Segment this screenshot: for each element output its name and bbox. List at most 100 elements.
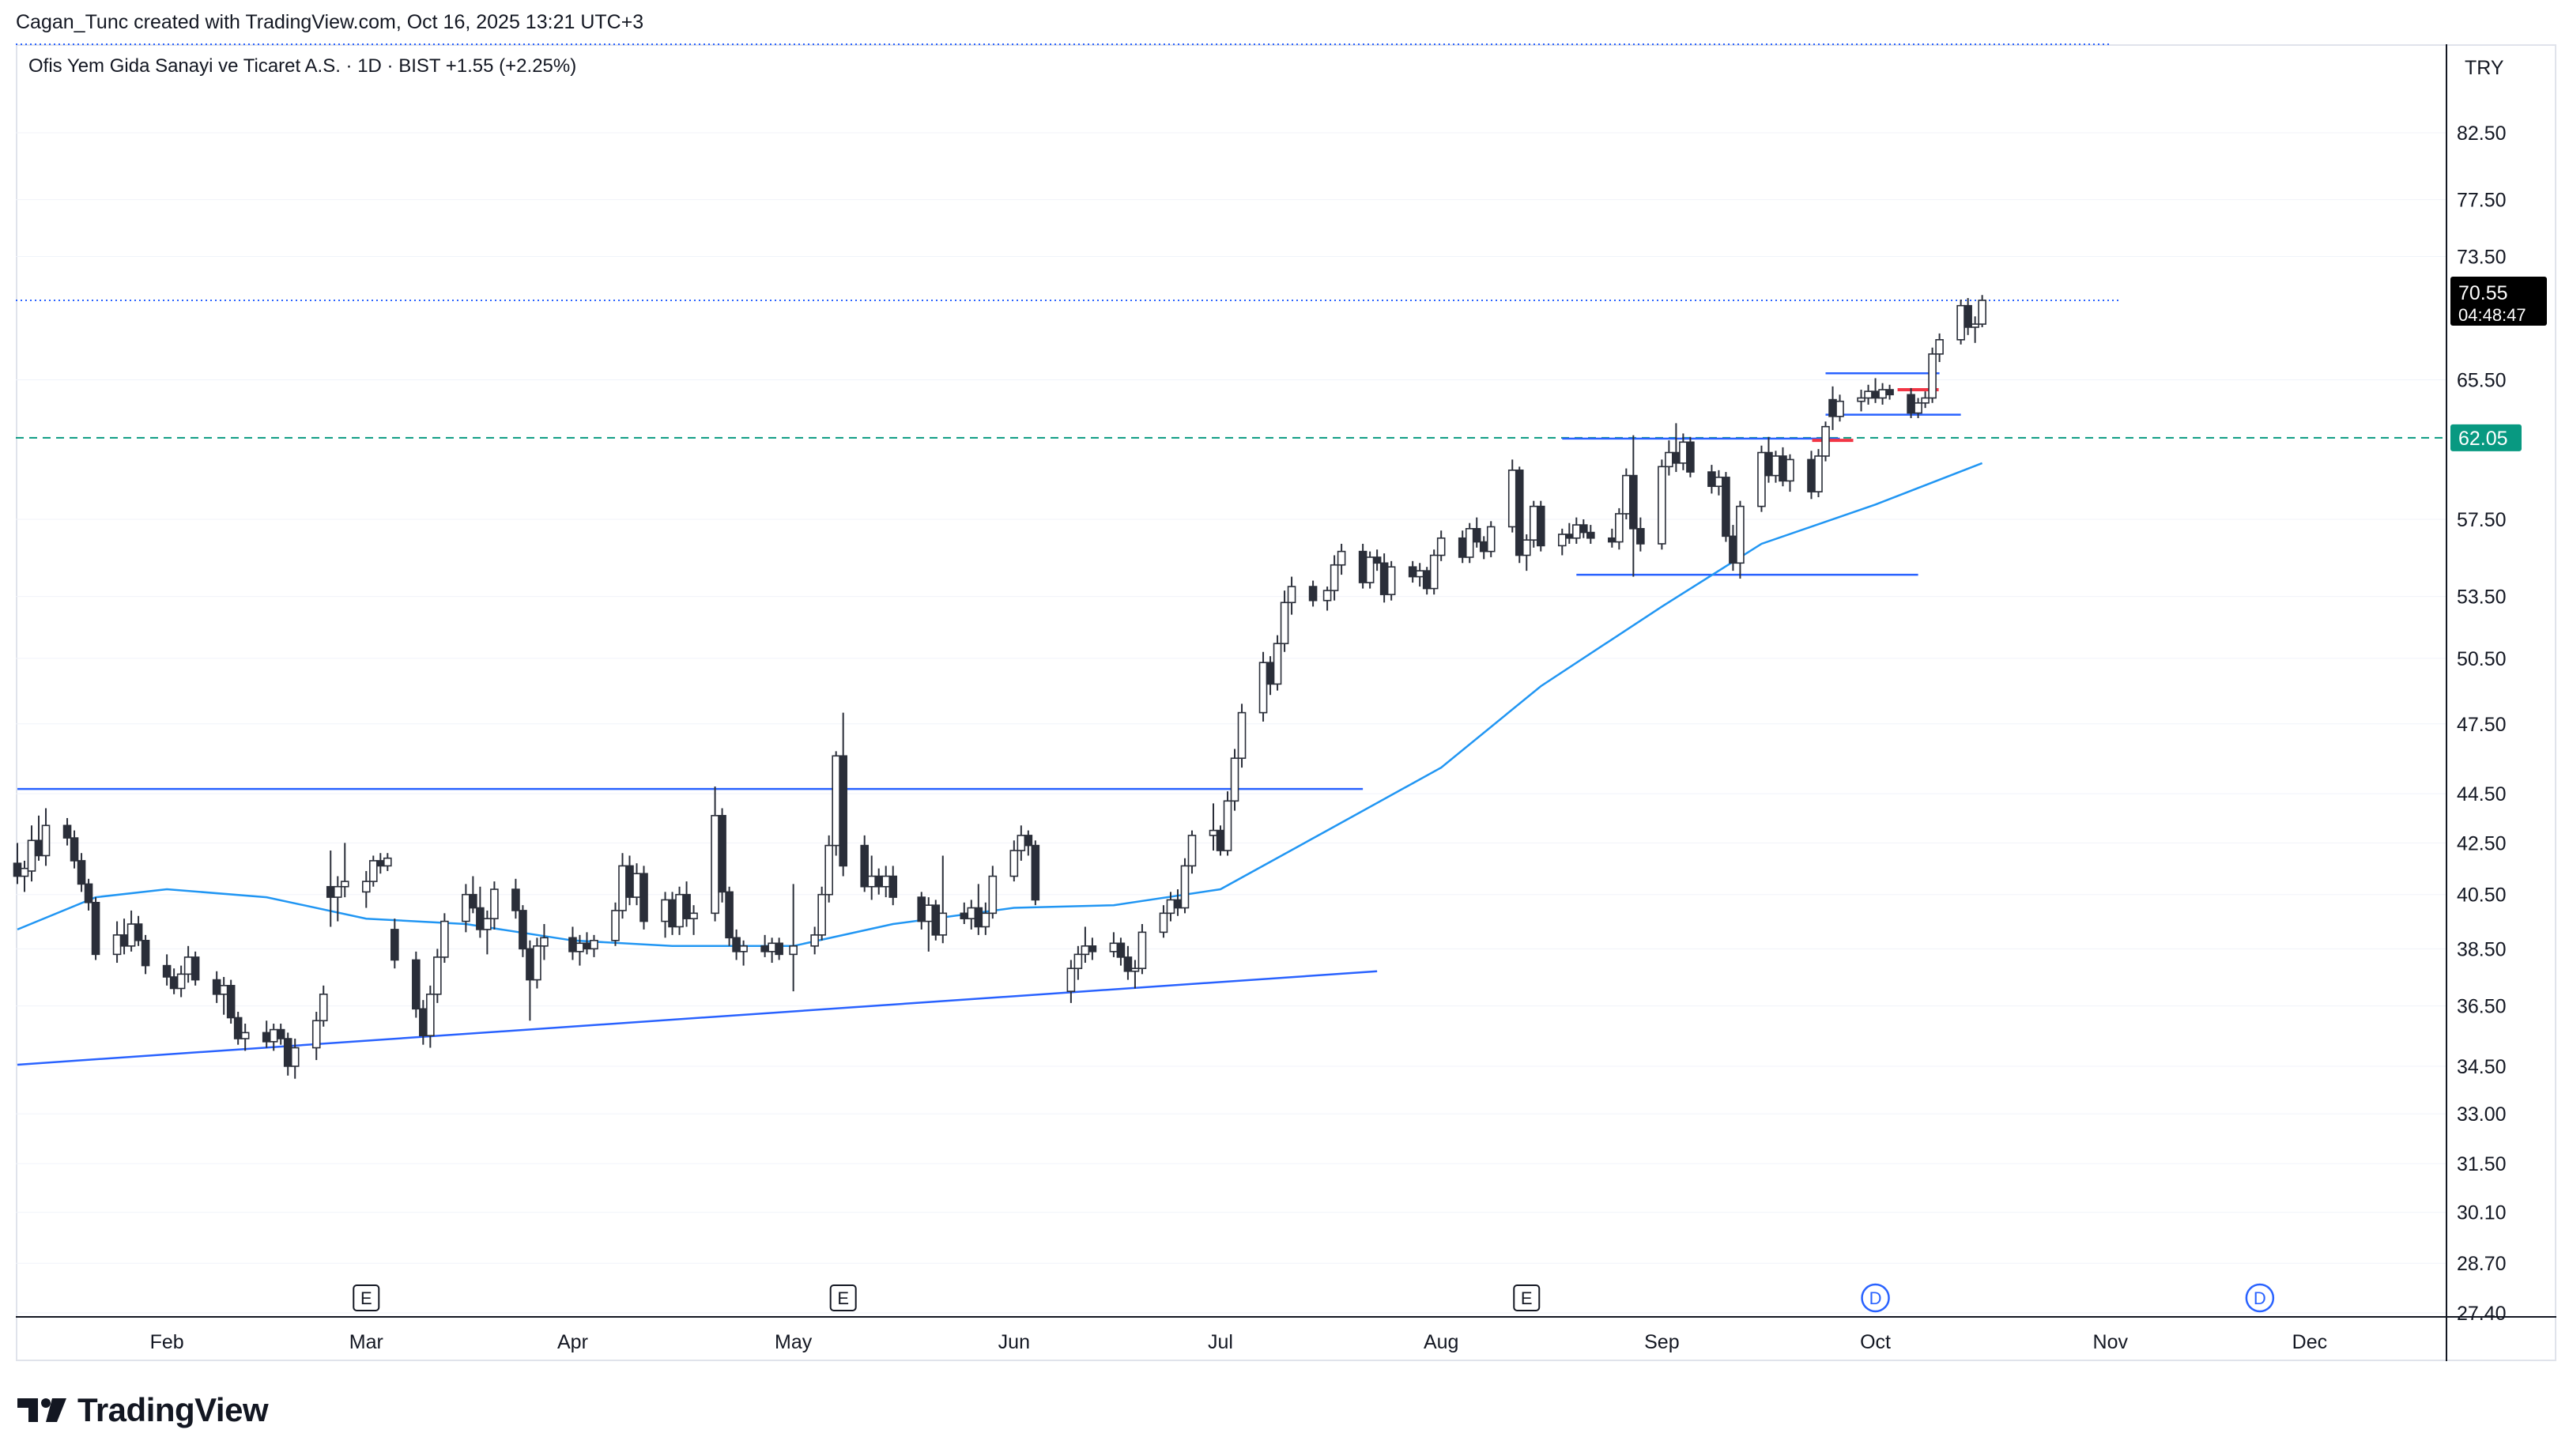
price-tick-label: 34.50 (2457, 1056, 2507, 1078)
candle-body (1821, 425, 1830, 457)
candle-body (988, 875, 998, 915)
candle (817, 886, 826, 941)
candle-body (1130, 968, 1140, 972)
candle (689, 905, 698, 935)
candle (1871, 378, 1880, 403)
candle-body (1779, 455, 1787, 482)
candle (1686, 436, 1695, 477)
candle (240, 1024, 250, 1051)
candle-body (433, 956, 442, 995)
candle-body (1408, 566, 1417, 578)
time-tick-label: Jun (998, 1331, 1030, 1353)
candle-body (1472, 528, 1481, 543)
candle (533, 937, 541, 989)
candle-body (283, 1038, 292, 1067)
candle (433, 949, 442, 1003)
candle (1209, 803, 1218, 851)
candle (1736, 500, 1745, 579)
candle (540, 924, 549, 960)
candle-body (412, 959, 421, 1010)
candle (1572, 517, 1581, 544)
candle (1130, 960, 1140, 989)
candle-body (1564, 534, 1574, 539)
candle-body (361, 881, 371, 893)
candle-body (1835, 400, 1844, 417)
candle (1885, 384, 1894, 400)
price-tick-label: 27.40 (2457, 1303, 2507, 1325)
earnings-marker: E (353, 1284, 380, 1311)
candle-body (41, 824, 51, 857)
countdown-label: 04:48:47 (2458, 305, 2526, 325)
candle (34, 815, 43, 861)
candle (1116, 937, 1126, 966)
candle-body (1665, 451, 1673, 468)
symbol-legend[interactable]: Ofis Yem Gida Sanayi ve Ticaret A.S. · 1… (28, 55, 577, 77)
candle-body (682, 893, 691, 919)
price-levels (16, 299, 2446, 439)
candle (1828, 386, 1837, 431)
earnings-marker-label: E (1521, 1288, 1533, 1308)
tradingview-logo[interactable]: TradingView (17, 1391, 269, 1429)
candle (625, 855, 634, 906)
candle (739, 940, 748, 966)
candle-body (1223, 800, 1232, 851)
candle-body (20, 867, 29, 877)
candle-body (1679, 441, 1688, 464)
earnings-marker-label: E (837, 1288, 849, 1308)
trend-line (17, 970, 1378, 1066)
candle-body (1031, 844, 1040, 901)
candle (661, 892, 670, 938)
candle (1287, 576, 1296, 615)
time-tick-label: Aug (1424, 1331, 1458, 1353)
candle (1088, 937, 1097, 960)
price-tick-label: 53.50 (2457, 587, 2507, 609)
candle-body (1622, 474, 1631, 515)
candle (219, 976, 228, 1015)
candle (960, 902, 969, 925)
candle-body (1209, 829, 1218, 836)
candle-body (1415, 570, 1424, 578)
price-scale: 82.50 77.50 73.50 65.50 57.50 53.50 50.50 47.50… (2457, 123, 2507, 1325)
candle (611, 902, 620, 946)
candle (1529, 500, 1538, 548)
candle-body (1287, 586, 1296, 604)
candle-body (632, 873, 641, 898)
candle (1429, 549, 1439, 595)
candle-body (1786, 458, 1794, 482)
candle (874, 868, 884, 895)
candle-body (1507, 470, 1517, 528)
candle-body (639, 873, 648, 922)
candle-body (611, 910, 620, 941)
candle-body (162, 964, 172, 978)
candle (668, 892, 677, 935)
candle (967, 900, 976, 930)
candle (519, 905, 527, 957)
candle (618, 853, 627, 919)
candle-body (219, 985, 228, 995)
candle-body (290, 1047, 300, 1067)
candle (1665, 440, 1673, 476)
candle-body (383, 857, 392, 867)
candle (1771, 451, 1780, 483)
candle (1486, 521, 1496, 557)
candle (1137, 924, 1147, 975)
candle (1956, 299, 1965, 345)
candle-body (426, 994, 435, 1036)
candle-body (1814, 455, 1823, 492)
candle (1907, 387, 1915, 418)
candle-body (191, 956, 200, 981)
currency-label[interactable]: TRY (2465, 57, 2504, 79)
candle-body (1017, 835, 1026, 851)
ma-line (17, 462, 1983, 948)
candle (867, 855, 877, 900)
earnings-marker: E (829, 1284, 857, 1311)
candles (13, 295, 1986, 1079)
candle-body (583, 942, 591, 950)
candle (141, 934, 150, 975)
candle (1807, 451, 1816, 500)
candle (1672, 423, 1681, 473)
candle-body (1166, 899, 1175, 915)
time-tick-label: Dec (2292, 1331, 2327, 1353)
candle-body (824, 844, 833, 896)
